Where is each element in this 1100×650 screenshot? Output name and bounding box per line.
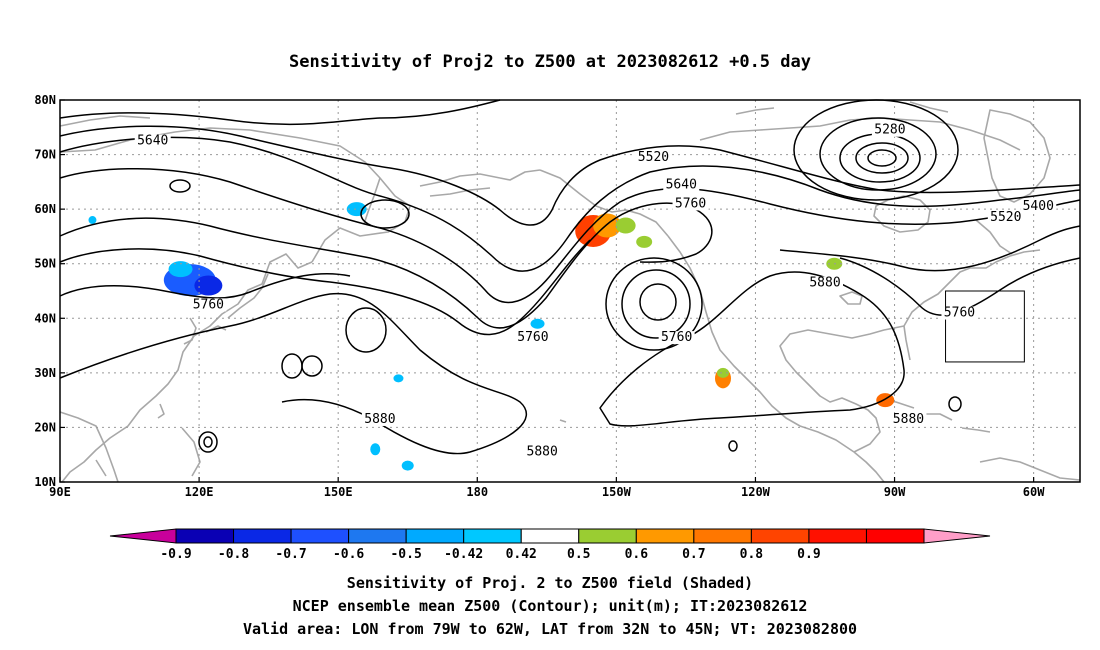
contour-label-bg <box>1020 200 1057 214</box>
lon-tick-label: 120E <box>185 485 214 499</box>
colorbar-segment <box>520 528 580 544</box>
lat-tick-label: 40N <box>34 311 56 325</box>
contour-label-bg <box>514 331 551 345</box>
colorbar <box>109 528 991 544</box>
contour-label: 5520 <box>638 150 669 165</box>
contour-label-bg <box>134 134 171 148</box>
colorbar-segment <box>175 528 235 544</box>
lon-tick-label: 90W <box>884 485 906 499</box>
contour-label-bg <box>890 412 927 426</box>
colorbar-segment <box>233 528 292 544</box>
figure-title: Sensitivity of Proj2 to Z500 at 20230826… <box>289 52 811 72</box>
lon-tick-label: 150W <box>602 485 632 499</box>
contour-label-bg <box>190 298 227 312</box>
contour-label-bg <box>987 211 1024 225</box>
contour-label: 5880 <box>893 412 924 427</box>
lon-tick-label: 90E <box>49 485 71 499</box>
colorbar-label: 0.6 <box>625 547 649 562</box>
valid-area-box <box>945 290 1025 363</box>
contour-label: 5400 <box>1023 199 1054 214</box>
contour-label-bg <box>524 445 561 459</box>
colorbar-label: -0.6 <box>333 547 364 562</box>
caption-line-1: Sensitivity of Proj. 2 to Z500 field (Sh… <box>347 574 753 592</box>
colorbar-label: -0.9 <box>160 547 191 562</box>
coastlines <box>59 101 1081 483</box>
colorbar-segment <box>750 528 810 544</box>
colorbar-segment <box>405 528 465 544</box>
colorbar-segment <box>463 528 522 544</box>
contour-label: 5760 <box>661 330 692 345</box>
lon-tick-label: 150E <box>324 485 353 499</box>
contour-label: 5760 <box>675 196 706 211</box>
sensitivity-patch <box>615 217 636 234</box>
lat-tick-label: 10N <box>34 475 56 489</box>
contour-label-bg <box>807 276 843 290</box>
lat-tick-label: 60N <box>34 202 56 216</box>
lon-tick-label: 180 <box>466 485 488 499</box>
sensitivity-shading <box>88 202 895 471</box>
caption-line-3: Valid area: LON from 79W to 62W, LAT fro… <box>243 620 857 638</box>
z500-contours <box>59 99 1081 455</box>
lat-tick-label: 70N <box>34 148 56 162</box>
contour-label: 5880 <box>364 412 395 427</box>
sensitivity-patch <box>370 443 381 456</box>
contour-label-bg <box>635 151 672 165</box>
colorbar-label: -0.5 <box>390 547 421 562</box>
colorbar-label: -0.8 <box>218 547 249 562</box>
contour-label: 5640 <box>137 134 168 149</box>
contour-label: 5760 <box>944 306 975 321</box>
sensitivity-patch <box>717 367 729 378</box>
colorbar-label: 0.7 <box>682 547 705 562</box>
contour-label-bg <box>672 197 709 211</box>
colorbar-label: -0.7 <box>275 547 306 562</box>
colorbar-labels: -0.9 -0.8 -0.7 -0.6 -0.5 -0.42 0.42 0.5 0.6 0.7 0.… <box>160 547 820 562</box>
map-frame <box>59 99 1081 483</box>
caption-line-2: NCEP ensemble mean Z500 (Contour); unit(… <box>293 597 808 615</box>
lon-tick-label: 120W <box>741 485 771 499</box>
contour-label-bg <box>871 123 908 137</box>
colorbar-segment <box>578 528 637 544</box>
lat-tick-label: 30N <box>34 366 56 380</box>
contour-label-bg <box>658 331 695 345</box>
contour-label-bg <box>663 178 700 192</box>
contour-label: 5520 <box>990 210 1021 225</box>
sensitivity-patch <box>194 275 223 296</box>
colorbar-min-extension <box>109 528 177 544</box>
contour-label: 5760 <box>517 330 548 345</box>
colorbar-label: 0.42 <box>506 547 537 562</box>
contour-label: 5640 <box>666 177 697 192</box>
sensitivity-patch <box>393 374 404 383</box>
contour-label: 5880 <box>809 276 840 291</box>
colorbar-segment <box>693 528 752 544</box>
lat-tick-label: 80N <box>34 93 56 107</box>
colorbar-label: 0.5 <box>567 547 590 562</box>
contour-label: 5880 <box>527 445 558 460</box>
colorbar-segment <box>290 528 350 544</box>
colorbar-label: -0.42 <box>444 547 483 562</box>
colorbar-label: 0.9 <box>797 547 820 562</box>
lon-tick-label: 60W <box>1023 485 1045 499</box>
lat-tick-label: 20N <box>34 420 56 434</box>
sensitivity-patch <box>530 318 545 329</box>
colorbar-label: 0.8 <box>740 547 764 562</box>
colorbar-segment <box>348 528 407 544</box>
colorbar-segment <box>635 528 695 544</box>
sensitivity-patch <box>168 261 193 278</box>
colorbar-segment <box>808 528 867 544</box>
contour-label: 5760 <box>193 297 224 312</box>
sensitivity-patch <box>88 216 97 225</box>
colorbar-max-extension <box>923 528 991 544</box>
lat-tick-label: 50N <box>34 257 56 271</box>
contour-label: 5280 <box>874 123 905 138</box>
colorbar-segment <box>865 528 925 544</box>
sensitivity-patch <box>401 460 414 471</box>
contour-label-bg <box>941 306 978 320</box>
sensitivity-patch <box>636 235 653 248</box>
contour-label-bg <box>361 412 398 426</box>
